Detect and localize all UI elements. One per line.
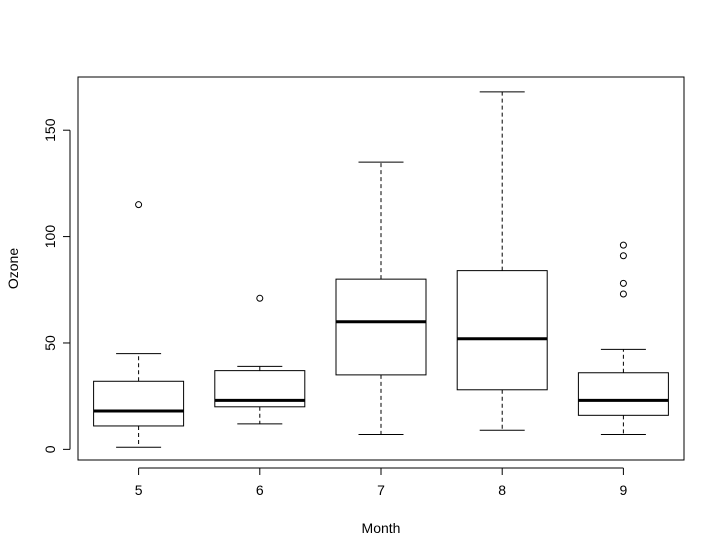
y-axis: 0 50 100 150 xyxy=(42,118,71,453)
outlier-point xyxy=(619,241,627,249)
x-tick-label: 6 xyxy=(256,482,264,498)
box-iqr xyxy=(93,380,185,427)
y-axis-title: Ozone xyxy=(5,248,21,289)
plot-frame xyxy=(77,76,685,461)
box-iqr xyxy=(577,372,669,416)
outlier-point xyxy=(619,252,627,260)
box-5 xyxy=(93,201,185,448)
y-tick-label: 50 xyxy=(42,335,58,351)
box-iqr xyxy=(335,278,427,376)
box-8 xyxy=(456,91,548,431)
outlier-point xyxy=(256,294,264,302)
box-iqr xyxy=(456,270,548,391)
box-6 xyxy=(214,294,306,425)
x-tick-label: 5 xyxy=(135,482,143,498)
y-tick-label: 150 xyxy=(42,118,58,142)
outlier-point xyxy=(619,279,627,287)
box-7 xyxy=(335,161,427,435)
y-tick-label: 100 xyxy=(42,225,58,249)
outlier-point xyxy=(619,290,627,298)
x-tick-label: 7 xyxy=(377,482,385,498)
box-series xyxy=(93,91,669,448)
box-9 xyxy=(577,241,669,435)
x-tick-label: 9 xyxy=(620,482,628,498)
outlier-point xyxy=(135,201,143,209)
y-tick-label: 0 xyxy=(42,445,58,453)
x-tick-label: 8 xyxy=(498,482,506,498)
x-axis: 5 6 7 8 9 xyxy=(135,467,628,498)
x-axis-title: Month xyxy=(362,520,401,536)
